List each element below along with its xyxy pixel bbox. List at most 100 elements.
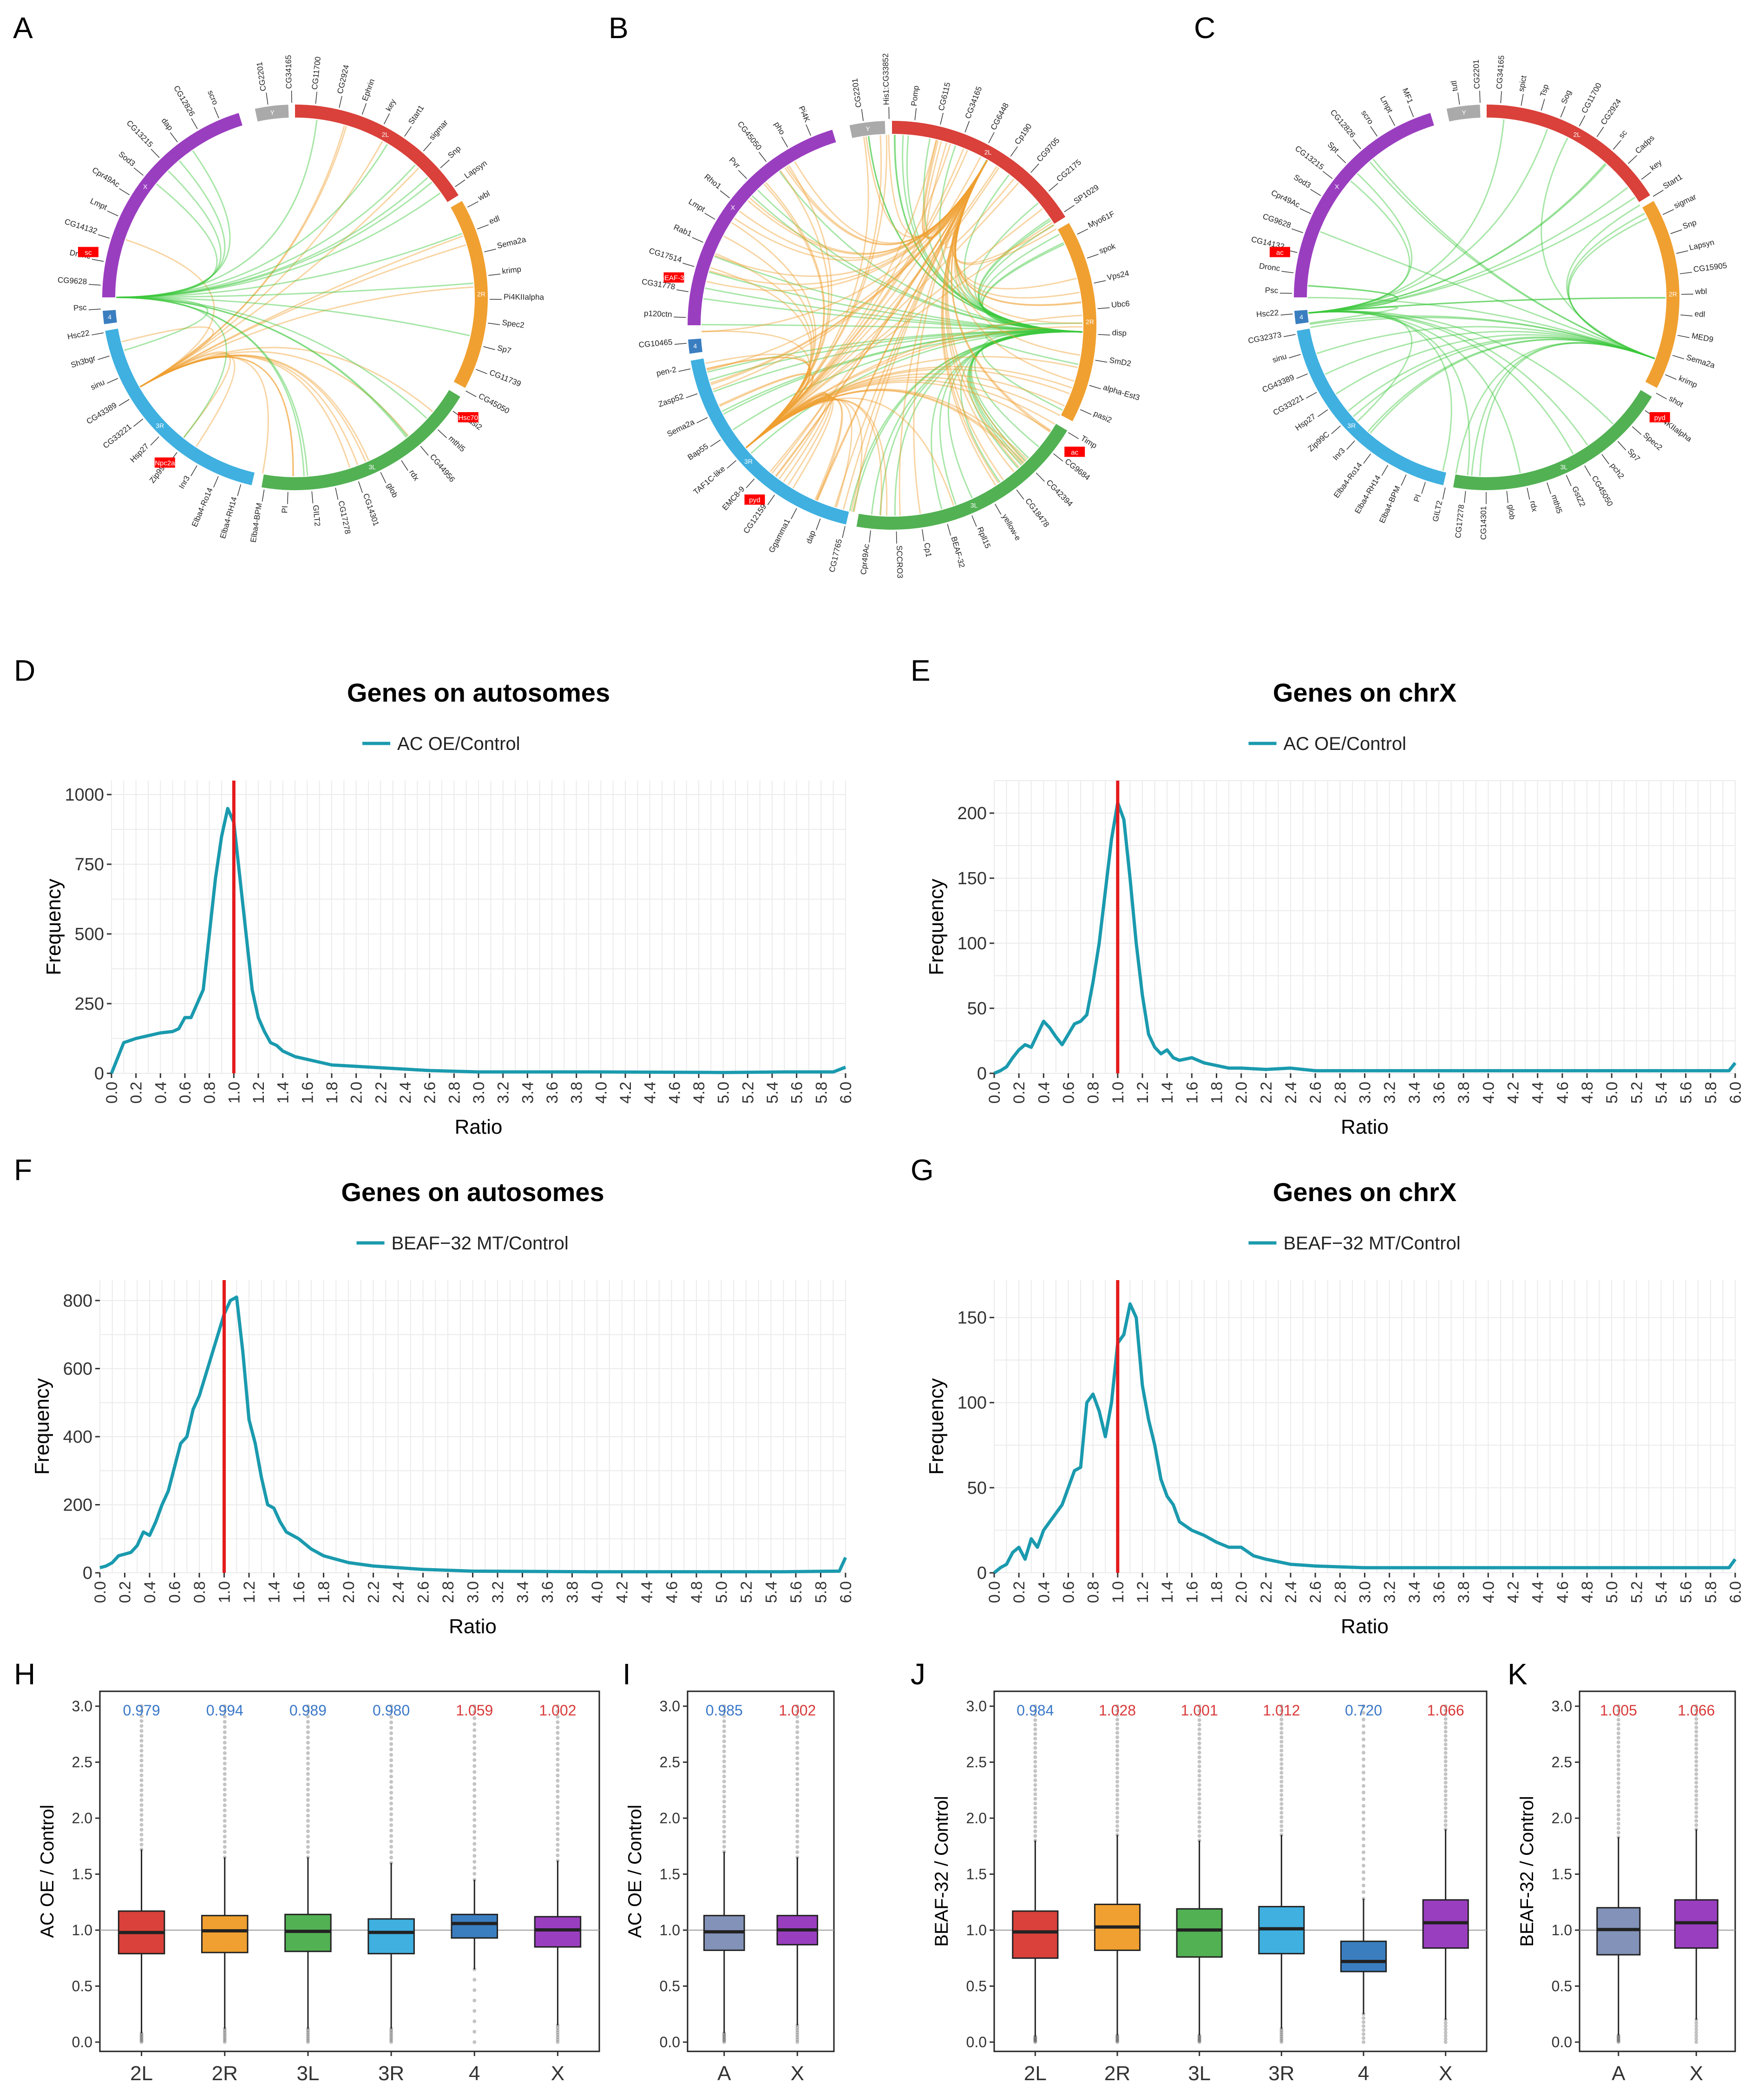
y-tick-label: 250 <box>75 994 104 1014</box>
outlier-point <box>1694 2030 1698 2034</box>
legend-label: BEAF−32 MT/Control <box>1284 1233 1461 1254</box>
outlier-point <box>1444 1806 1448 1810</box>
outlier-point <box>1033 1797 1037 1800</box>
outlier-point <box>1033 1825 1037 1828</box>
x-tick-label: 5.8 <box>1702 1581 1720 1603</box>
outlier-point <box>1444 1742 1448 1746</box>
x-axis-label: Ratio <box>1341 1615 1389 1638</box>
outlier-point <box>1694 1734 1698 1738</box>
outlier-point <box>472 1848 476 1852</box>
outlier-point <box>223 1798 227 1802</box>
outlier-point <box>1617 1741 1620 1744</box>
median-value-label: 1.066 <box>1678 1702 1715 1719</box>
outlier-point <box>556 1838 559 1841</box>
outlier-point <box>306 1819 310 1823</box>
outlier-point <box>556 1779 559 1783</box>
outlier-point <box>389 1856 393 1859</box>
outlier-point <box>1279 1798 1283 1801</box>
outlier-point <box>1617 1781 1620 1785</box>
x-tick-label: 5.2 <box>738 1581 755 1603</box>
outlier-point <box>1694 1789 1698 1793</box>
x-tick-label: 1.8 <box>315 1581 333 1603</box>
chromosome-label: 4 <box>693 342 697 350</box>
outlier-point <box>472 1842 476 1846</box>
chromosome-label: 3R <box>744 458 753 465</box>
outlier-point <box>223 1751 227 1755</box>
outlier-point <box>1115 1731 1119 1735</box>
outlier-point <box>1033 1769 1037 1773</box>
outlier-point <box>1694 1738 1698 1742</box>
outlier-point <box>1033 1728 1037 1731</box>
x-tick-label: 0.6 <box>166 1581 184 1603</box>
outlier-point <box>1033 1755 1037 1759</box>
outlier-point <box>389 1829 393 1833</box>
outlier-point <box>556 1768 559 1772</box>
outlier-point <box>1362 1824 1365 1827</box>
x-tick-label: 4.8 <box>690 1082 708 1104</box>
x-tick-label: 4.8 <box>1579 1082 1596 1104</box>
outlier-point <box>1444 1776 1448 1780</box>
panel-letter-e: E <box>911 654 931 687</box>
outlier-point <box>140 1754 144 1757</box>
x-tick-label: 1.8 <box>323 1082 341 1104</box>
outlier-point <box>1362 2032 1365 2036</box>
outlier-point <box>1444 2037 1448 2041</box>
outlier-point <box>1198 1774 1201 1778</box>
chromosome-label: 3R <box>1347 422 1356 429</box>
x-tick-label: 4.4 <box>1529 1082 1547 1104</box>
outlier-point <box>472 1872 476 1876</box>
outlier-point <box>223 1850 227 1854</box>
outlier-point <box>389 1823 393 1827</box>
x-tick-label: A <box>1612 2062 1626 2085</box>
outlier-point <box>1617 1822 1620 1826</box>
gene-label: disp <box>1112 328 1127 337</box>
x-tick-label: 3.2 <box>1381 1082 1399 1104</box>
outlier-point <box>722 1719 726 1723</box>
outlier-point <box>1198 1728 1201 1731</box>
outlier-point <box>795 1741 799 1745</box>
x-tick-label: 0.0 <box>103 1082 121 1104</box>
outlier-point <box>1444 1823 1448 1827</box>
outlier-point <box>306 1808 310 1812</box>
outlier-point <box>140 1764 144 1767</box>
x-tick-label: 1.2 <box>250 1082 268 1104</box>
y-tick-label: 200 <box>63 1495 92 1515</box>
outlier-point <box>1362 1744 1365 1748</box>
outlier-point <box>223 1819 227 1823</box>
outlier-point <box>556 1843 559 1846</box>
outlier-point <box>1279 1802 1283 1806</box>
outlier-point <box>1198 1741 1201 1745</box>
x-tick-label: 1.0 <box>1109 1581 1127 1603</box>
outlier-point <box>1694 1785 1698 1789</box>
outlier-point <box>389 1813 393 1816</box>
chromosome-label: 3L <box>369 463 376 471</box>
outlier-point <box>795 1824 799 1828</box>
highlight-gene-label: Hsc70 <box>458 414 478 422</box>
x-tick-label: 2.4 <box>397 1082 414 1104</box>
outlier-point <box>1617 1767 1620 1771</box>
x-tick-label: 2.4 <box>1282 1082 1300 1104</box>
outlier-point <box>389 1758 393 1762</box>
outlier-point <box>472 1800 476 1804</box>
outlier-point <box>472 2019 476 2023</box>
outlier-point <box>472 1734 476 1738</box>
outlier-point <box>795 1746 799 1750</box>
x-tick-label: 0.4 <box>1035 1581 1053 1603</box>
outlier-point <box>472 1758 476 1762</box>
outlier-point <box>795 1819 799 1823</box>
outlier-point <box>1198 1783 1201 1787</box>
x-tick-label: 6.0 <box>1727 1581 1744 1603</box>
y-tick-label: 150 <box>957 1308 987 1328</box>
outlier-point <box>1115 1722 1119 1726</box>
outlier-point <box>1279 1829 1283 1833</box>
outlier-point <box>722 1774 726 1778</box>
outlier-point <box>795 1840 799 1844</box>
x-tick-label: 2.8 <box>439 1581 457 1603</box>
gene-label: Psc <box>1265 286 1279 295</box>
gene-label: PI <box>280 506 289 513</box>
x-tick-label: 3.2 <box>489 1581 507 1603</box>
gene-label: CG34165 <box>284 55 293 89</box>
outlier-point <box>795 1793 799 1797</box>
y-tick-label: 0.0 <box>72 2034 92 2050</box>
highlight-gene-label: pyd <box>1654 414 1666 422</box>
